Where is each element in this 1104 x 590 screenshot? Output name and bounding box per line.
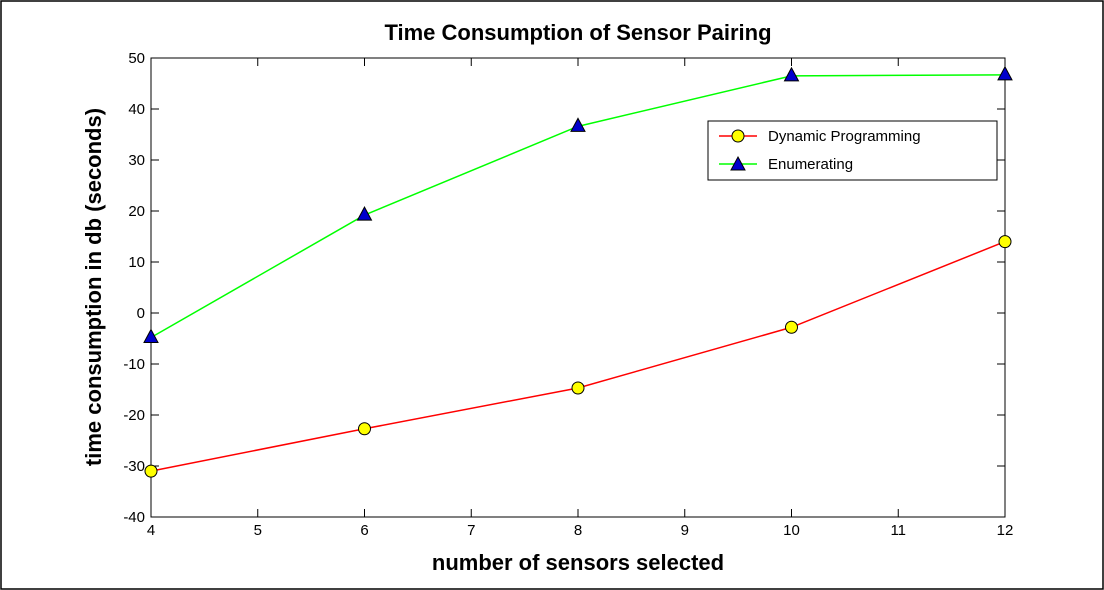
- data-point-dynamic-programming: [785, 320, 798, 334]
- y-tick-label: 40: [128, 101, 145, 118]
- x-axis-ticks: 4 5 6 7 8 9 10 11 12: [147, 58, 1014, 539]
- y-tick-label: -20: [123, 407, 145, 424]
- data-point-enumerating: [997, 65, 1013, 81]
- x-tick-label: 8: [574, 522, 582, 539]
- data-point-dynamic-programming: [358, 422, 371, 436]
- y-tick-label: 10: [128, 254, 145, 271]
- y-tick-label: 0: [137, 305, 145, 322]
- x-axis-label: number of sensors selected: [432, 550, 724, 575]
- data-point-enumerating: [356, 206, 373, 221]
- chart-title: Time Consumption of Sensor Pairing: [384, 20, 771, 45]
- x-tick-label: 9: [681, 522, 689, 539]
- y-tick-label: 20: [128, 203, 145, 220]
- x-tick-label: 7: [467, 522, 475, 539]
- y-tick-label: -30: [123, 458, 145, 475]
- y-axis-ticks: -40 -30 -20 -10 0 10 20 30 40 50: [123, 50, 1005, 526]
- data-point-dynamic-programming: [998, 235, 1012, 249]
- legend-marker-dynamic-programming: [731, 129, 745, 143]
- x-tick-label: 4: [147, 522, 155, 539]
- legend-label-enumerating: Enumerating: [768, 156, 853, 173]
- y-tick-label: 30: [128, 152, 145, 169]
- x-tick-label: 12: [997, 522, 1014, 539]
- x-tick-label: 10: [783, 522, 800, 539]
- x-tick-label: 11: [890, 522, 906, 539]
- data-point-enumerating: [783, 66, 800, 82]
- data-point-dynamic-programming: [144, 464, 158, 478]
- x-tick-label: 6: [360, 522, 368, 539]
- data-point-dynamic-programming: [571, 381, 585, 395]
- legend-marker-enumerating: [730, 155, 746, 171]
- x-tick-label: 5: [254, 522, 262, 539]
- legend-label-dynamic-programming: Dynamic Programming: [768, 128, 921, 145]
- y-tick-label: -10: [123, 356, 145, 373]
- data-point-enumerating: [570, 117, 586, 132]
- y-axis-label: time consumption in db (seconds): [81, 108, 106, 466]
- legend: Dynamic Programming Enumerating: [707, 120, 998, 181]
- y-tick-label: 50: [128, 50, 145, 67]
- y-tick-label: -40: [123, 509, 145, 526]
- legend-box: [707, 120, 998, 181]
- series-layer: [143, 65, 1013, 478]
- data-point-enumerating: [143, 328, 159, 343]
